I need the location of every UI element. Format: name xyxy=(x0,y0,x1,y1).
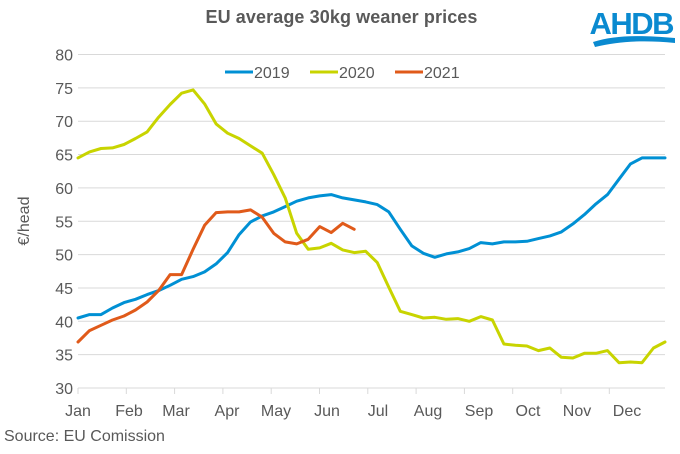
x-tick-label: Jul xyxy=(368,403,388,420)
legend-label: 2020 xyxy=(339,65,375,82)
y-tick-label: 65 xyxy=(55,148,73,165)
legend-label: 2021 xyxy=(424,65,460,82)
logo-wave-icon xyxy=(593,36,675,47)
x-tick-label: Oct xyxy=(516,403,541,420)
x-tick-label: Sep xyxy=(465,403,494,420)
y-tick-label: 75 xyxy=(55,81,73,98)
y-tick-label: 55 xyxy=(55,214,73,231)
x-tick-label: May xyxy=(261,403,291,420)
series-lines xyxy=(76,88,667,365)
y-axis-ticks: 30 35 40 45 50 55 60 65 70 75 80 xyxy=(55,48,73,399)
legend-item-2020: 2020 xyxy=(310,65,375,82)
series-line-2021 xyxy=(76,208,356,344)
y-tick-label: 60 xyxy=(55,181,73,198)
x-tick-label: Apr xyxy=(215,403,241,420)
x-tick-label: Aug xyxy=(414,403,442,420)
x-tick-label: Jun xyxy=(314,403,340,420)
y-tick-label: 70 xyxy=(55,114,73,131)
legend-item-2019: 2019 xyxy=(225,65,290,82)
y-tick-label: 35 xyxy=(55,348,73,365)
series-line-2020 xyxy=(76,88,667,365)
x-tick-label: Dec xyxy=(613,403,641,420)
x-tick-label: Jan xyxy=(65,403,91,420)
x-tick-label: Nov xyxy=(563,403,591,420)
y-tick-label: 30 xyxy=(55,381,73,398)
legend-item-2021: 2021 xyxy=(395,65,460,82)
gridlines xyxy=(78,54,665,389)
x-tick-label: Mar xyxy=(162,403,190,420)
x-tick-label: Feb xyxy=(115,403,143,420)
logo-text: AHDB xyxy=(589,6,673,41)
series-line-2019 xyxy=(76,156,667,320)
y-tick-label: 80 xyxy=(55,48,73,65)
y-tick-label: 40 xyxy=(55,314,73,331)
x-axis-ticks: Jan Feb Mar Apr May Jun Jul Aug Sep Oct Nov Dec xyxy=(65,388,641,420)
source-note: Source: EU Comission xyxy=(4,428,165,445)
ahdb-logo: AHDB xyxy=(585,4,677,48)
chart-title: EU average 30kg weaner prices xyxy=(205,7,478,27)
legend: 2019 2020 2021 xyxy=(225,65,460,82)
y-tick-label: 45 xyxy=(55,281,73,298)
y-tick-label: 50 xyxy=(55,248,73,265)
y-axis-label: €/head xyxy=(16,197,33,246)
legend-label: 2019 xyxy=(254,65,290,82)
